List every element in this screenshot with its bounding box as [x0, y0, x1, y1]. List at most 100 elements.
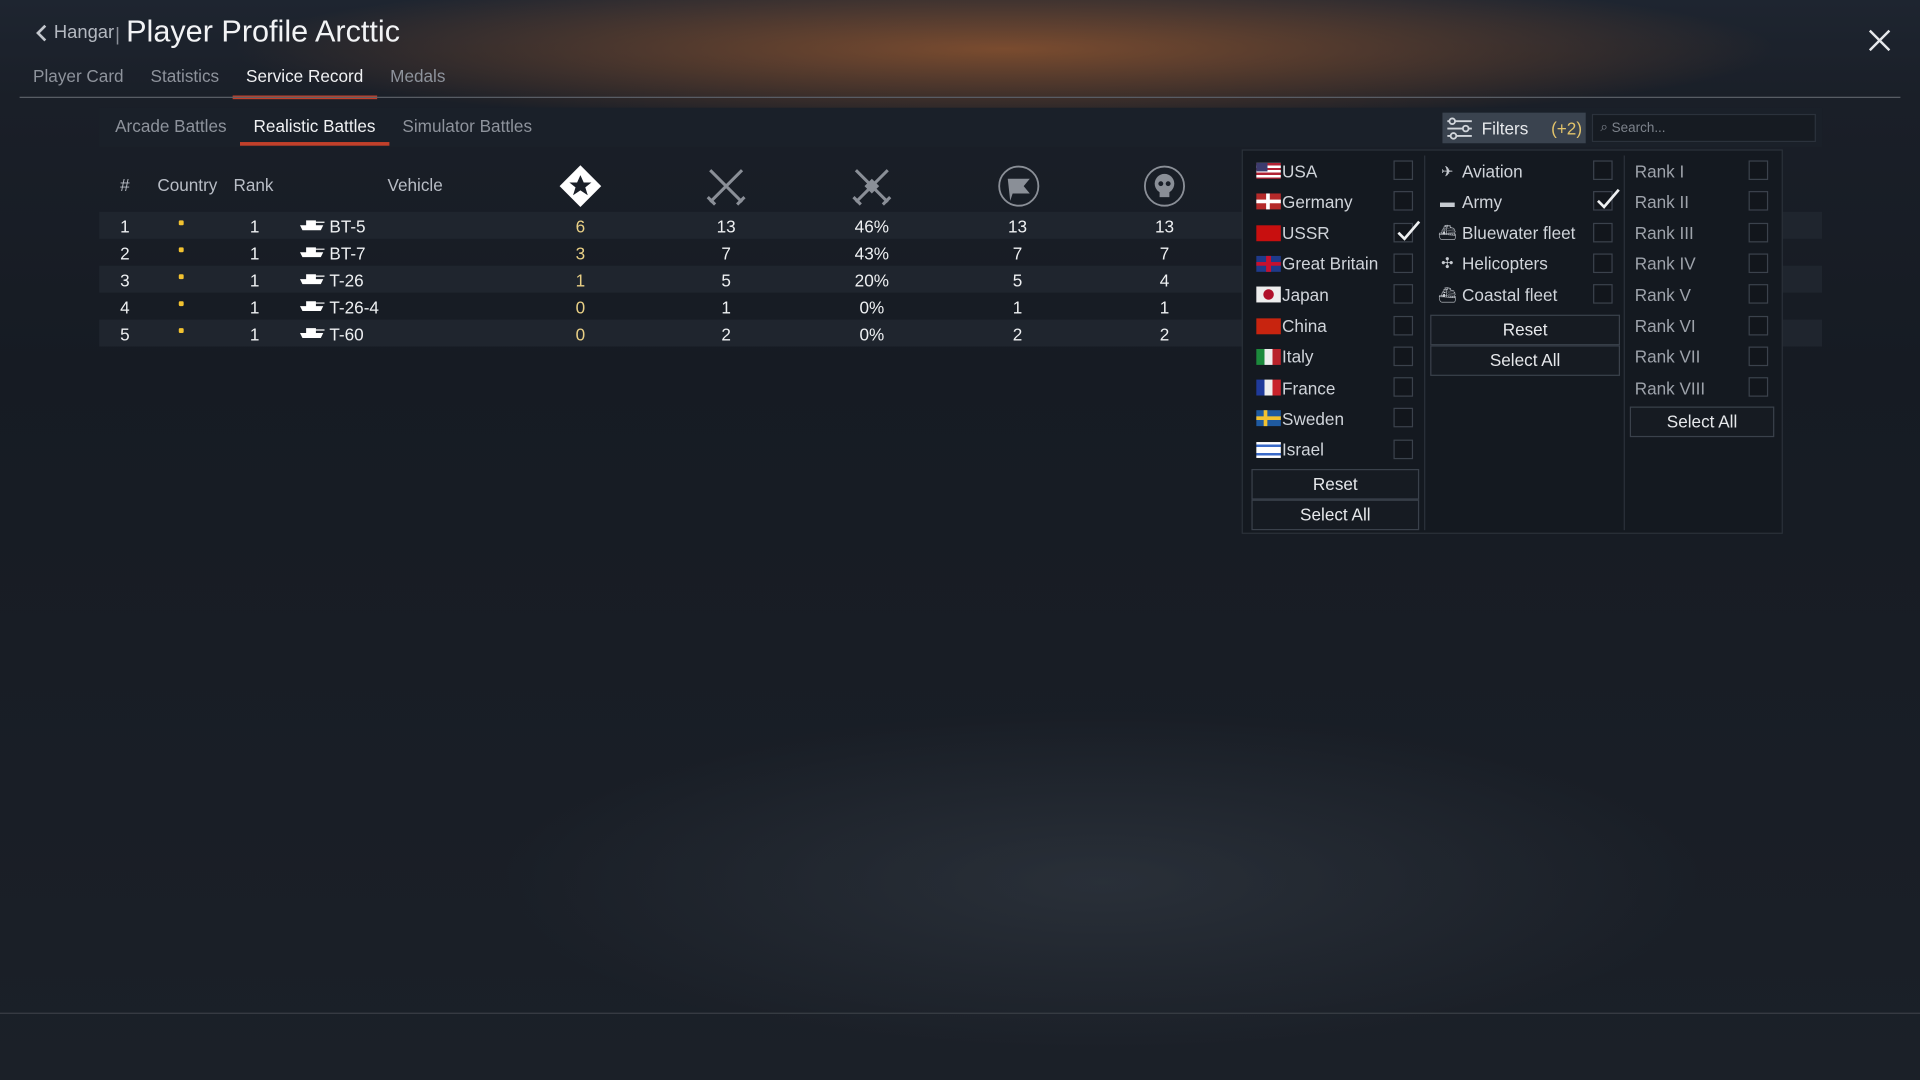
filter-label: Rank VIII [1634, 377, 1706, 398]
col-country[interactable]: Country [157, 175, 218, 195]
row-vehicle: T-26-4 [329, 297, 379, 318]
filter-label: Helicopters [1462, 253, 1548, 274]
ranks-select-all-button[interactable]: Select All [1629, 406, 1775, 438]
filter-ranks-rank-ii[interactable]: Rank II [1635, 186, 1689, 217]
checkbox[interactable] [1393, 315, 1414, 335]
respawns-icon[interactable] [997, 164, 1041, 208]
types-select-all-button[interactable]: Select All [1430, 345, 1621, 376]
close-icon[interactable] [1866, 27, 1893, 54]
filter-countries-japan[interactable]: Japan [1256, 279, 1329, 310]
checkbox[interactable] [1393, 220, 1421, 242]
back-to-hangar-button[interactable]: Hangar [34, 22, 114, 43]
ussr-flag-icon [1256, 224, 1281, 241]
plane-icon: ✈ [1441, 162, 1454, 180]
col-num[interactable]: # [120, 175, 130, 195]
table-row[interactable]: 2 1 BT-7 3 7 43% 7 7 [99, 239, 1822, 266]
filter-ranks-rank-iv[interactable]: Rank IV [1635, 248, 1696, 279]
row-num: 5 [120, 324, 130, 345]
filter-ranks-rank-viii[interactable]: Rank VIII [1635, 372, 1706, 403]
tab-arcade-battles[interactable]: Arcade Battles [115, 116, 227, 136]
battles-icon[interactable] [704, 164, 748, 208]
countries-select-all-button[interactable]: Select All [1251, 499, 1420, 531]
checkbox[interactable] [1748, 160, 1769, 181]
checkbox[interactable] [1748, 253, 1769, 273]
row-stat-c2: 13 [716, 216, 736, 237]
col-rank[interactable]: Rank [233, 175, 274, 195]
filter-label: Rank III [1634, 222, 1694, 243]
row-stat-c3: 20% [854, 270, 889, 291]
deaths-icon[interactable] [1142, 164, 1186, 208]
checkbox[interactable] [1393, 253, 1414, 273]
filter-countries-germany[interactable]: Germany [1256, 186, 1353, 217]
search-input[interactable]: ⌕ Search... [1591, 113, 1816, 143]
checkbox[interactable] [1393, 191, 1414, 211]
filter-label: Italy [1282, 346, 1314, 367]
checkbox[interactable] [1593, 284, 1613, 304]
checkbox[interactable] [1748, 284, 1769, 304]
filter-panel: USA Germany USSR Great Britain Japan China Ita… [1241, 149, 1783, 534]
checkbox[interactable] [1748, 191, 1769, 211]
filter-types-bluewater-fleet[interactable]: ⛴ Bluewater fleet [1438, 217, 1575, 248]
filter-countries-sweden[interactable]: Sweden [1256, 403, 1344, 434]
row-vehicle: BT-5 [329, 216, 366, 237]
israel-flag-icon [1256, 441, 1281, 458]
filter-ranks-rank-vii[interactable]: Rank VII [1635, 341, 1701, 372]
row-stat-c1: 0 [575, 324, 586, 345]
filter-types-coastal-fleet[interactable]: ⛴ Coastal fleet [1438, 279, 1557, 310]
checkbox[interactable] [1593, 189, 1620, 211]
ship-icon: ⛴ [1438, 224, 1457, 242]
tab-medals[interactable]: Medals [390, 66, 446, 86]
checkbox[interactable] [1593, 160, 1613, 181]
tab-realistic-battles[interactable]: Realistic Battles [240, 113, 389, 146]
tab-service-record[interactable]: Service Record [232, 62, 377, 100]
checkbox[interactable] [1393, 160, 1414, 181]
checkbox[interactable] [1748, 377, 1769, 397]
checkbox[interactable] [1393, 377, 1414, 397]
tab-statistics[interactable]: Statistics [150, 66, 220, 86]
filter-types-helicopters[interactable]: ✣ Helicopters [1438, 248, 1548, 279]
tab-player-card[interactable]: Player Card [33, 66, 124, 86]
types-reset-button[interactable]: Reset [1430, 314, 1621, 346]
filter-types-aviation[interactable]: ✈ Aviation [1438, 156, 1523, 187]
divider [0, 1012, 1920, 1014]
filter-countries-france[interactable]: France [1256, 372, 1335, 403]
filters-count: (+2) [1551, 118, 1583, 138]
back-label: Hangar [53, 22, 115, 43]
row-stat-c4: 7 [1012, 243, 1023, 264]
filter-countries-china[interactable]: China [1256, 310, 1327, 341]
checkbox[interactable] [1748, 222, 1769, 242]
countries-reset-button[interactable]: Reset [1251, 468, 1420, 500]
row-stat-c1: 0 [575, 297, 586, 318]
tab-simulator-battles[interactable]: Simulator Battles [402, 116, 533, 136]
checkbox[interactable] [1393, 346, 1414, 366]
china-flag-icon [1256, 317, 1281, 334]
divider [19, 96, 1901, 98]
filter-countries-ussr[interactable]: USSR [1256, 217, 1330, 248]
filter-ranks-rank-i[interactable]: Rank I [1635, 156, 1685, 187]
checkbox[interactable] [1593, 222, 1613, 242]
filter-countries-great-britain[interactable]: Great Britain [1256, 248, 1378, 279]
filter-label: Rank IV [1634, 253, 1696, 274]
col-vehicle[interactable]: Vehicle [387, 175, 443, 195]
checkbox[interactable] [1393, 408, 1414, 428]
checkbox[interactable] [1593, 253, 1613, 273]
filter-ranks-rank-iii[interactable]: Rank III [1635, 217, 1694, 248]
filter-types-army[interactable]: ▬ Army [1438, 186, 1502, 217]
filter-countries-usa[interactable]: USA [1256, 156, 1317, 187]
checkbox[interactable] [1748, 315, 1769, 335]
filter-countries-israel[interactable]: Israel [1256, 434, 1324, 465]
row-stat-c1: 3 [575, 243, 586, 264]
filters-button[interactable]: Filters (+2) [1442, 112, 1586, 144]
checkbox[interactable] [1748, 346, 1769, 366]
tank-icon [300, 274, 325, 285]
checkbox[interactable] [1393, 439, 1414, 459]
checkbox[interactable] [1393, 284, 1414, 304]
filter-ranks-rank-vi[interactable]: Rank VI [1635, 310, 1696, 341]
victories-icon[interactable] [556, 164, 605, 208]
checkmark-icon [1597, 189, 1620, 210]
filter-ranks-rank-v[interactable]: Rank V [1635, 279, 1691, 310]
table-row[interactable]: 4 1 T-26-4 0 1 0% 1 1 [99, 293, 1822, 320]
filter-countries-italy[interactable]: Italy [1256, 341, 1313, 372]
win-rate-icon[interactable] [850, 164, 894, 208]
